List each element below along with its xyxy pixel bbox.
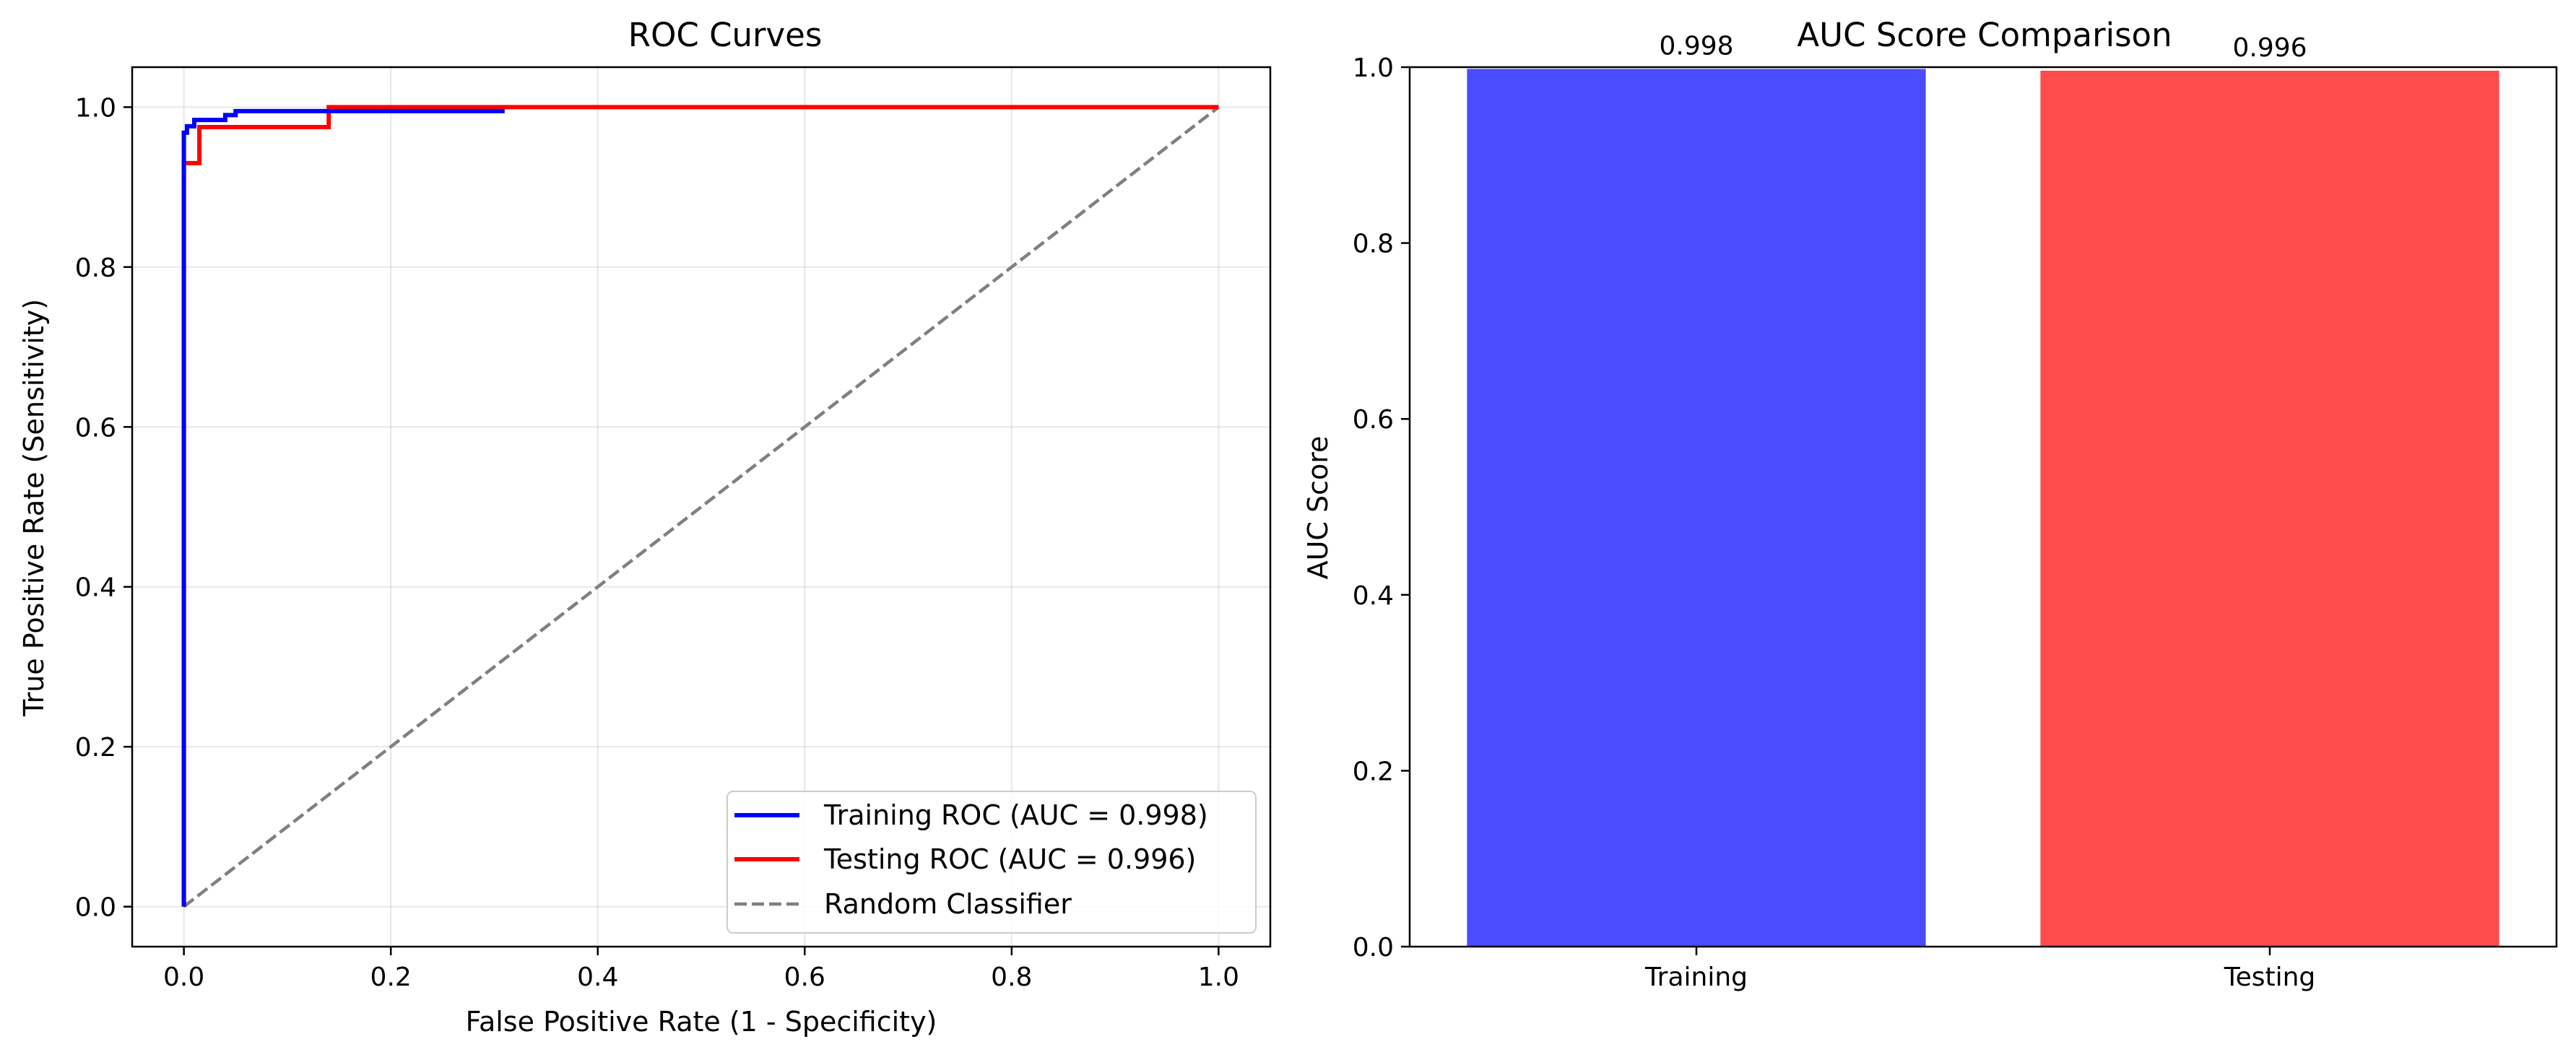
roc-y-axis-label: True Positive Rate (Sensitivity) <box>18 299 50 717</box>
roc-chart-title: ROC Curves <box>628 16 823 54</box>
auc-y-tick-label: 0.4 <box>1353 581 1394 611</box>
auc-y-tick-label: 0.0 <box>1353 933 1394 963</box>
roc-y-tick-label: 0.2 <box>75 733 116 763</box>
roc-x-ticks: 0.0 0.2 0.4 0.6 0.8 1.0 <box>163 947 1239 992</box>
roc-series-training-roc-auc-0-998 <box>181 108 505 907</box>
legend-entry-testing: Testing ROC (AUC = 0.996) <box>823 843 1196 875</box>
auc-bars <box>1467 69 2499 947</box>
roc-x-tick-label: 0.6 <box>784 963 825 992</box>
roc-grid <box>132 67 1270 947</box>
auc-y-tick-label: 1.0 <box>1353 53 1394 83</box>
auc-panel: Training Testing 0.0 0.2 0.4 0.6 0.8 1.0 0.998… <box>1302 16 2558 992</box>
auc-category-label-training: Training <box>1644 963 1748 992</box>
auc-y-tick-label: 0.8 <box>1353 230 1394 259</box>
roc-series-random-classifier <box>183 105 1220 908</box>
auc-bar-training <box>1467 69 1926 947</box>
roc-x-tick-label: 0.2 <box>370 963 412 992</box>
auc-x-ticks: Training Testing <box>1644 947 2315 992</box>
roc-x-tick-label: 0.4 <box>577 963 618 992</box>
roc-y-tick-label: 0.0 <box>75 893 116 923</box>
roc-panel: 0.0 0.2 0.4 0.6 0.8 1.0 0.0 0.2 0.4 0.6 0.8 1.0 RO… <box>18 16 1272 1038</box>
roc-x-tick-label: 0.8 <box>991 963 1032 992</box>
auc-y-ticks: 0.0 0.2 0.4 0.6 0.8 1.0 <box>1353 53 1410 963</box>
legend-entry-training: Training ROC (AUC = 0.998) <box>823 799 1208 831</box>
roc-legend: Training ROC (AUC = 0.998) Testing ROC (… <box>727 791 1257 934</box>
roc-x-tick-label: 1.0 <box>1198 963 1239 992</box>
auc-value-label-testing: 0.996 <box>2232 33 2307 63</box>
roc-y-tick-label: 0.8 <box>75 253 116 283</box>
auc-y-axis-label: AUC Score <box>1302 436 1334 580</box>
auc-category-label-testing: Testing <box>2224 963 2316 992</box>
roc-y-tick-label: 0.4 <box>75 573 116 603</box>
roc-y-tick-label: 0.6 <box>75 413 116 443</box>
legend-entry-random: Random Classifier <box>824 888 1072 920</box>
auc-value-label-training: 0.998 <box>1659 31 1733 61</box>
roc-y-tick-label: 1.0 <box>75 93 116 123</box>
auc-y-tick-label: 0.6 <box>1353 405 1394 435</box>
auc-chart-title: AUC Score Comparison <box>1797 16 2172 54</box>
roc-x-axis-label: False Positive Rate (1 - Specificity) <box>466 1006 937 1038</box>
roc-y-ticks: 0.0 0.2 0.4 0.6 0.8 1.0 <box>75 93 132 923</box>
roc-plot-frame <box>131 66 1272 948</box>
roc-legend-box <box>727 791 1257 934</box>
auc-value-labels: 0.998 0.996 <box>1659 31 2307 62</box>
auc-plot-frame <box>1408 66 2558 948</box>
auc-bar-testing <box>2040 70 2499 947</box>
roc-lines <box>181 105 1220 908</box>
roc-x-tick-label: 0.0 <box>163 963 204 992</box>
auc-y-tick-label: 0.2 <box>1353 757 1394 786</box>
